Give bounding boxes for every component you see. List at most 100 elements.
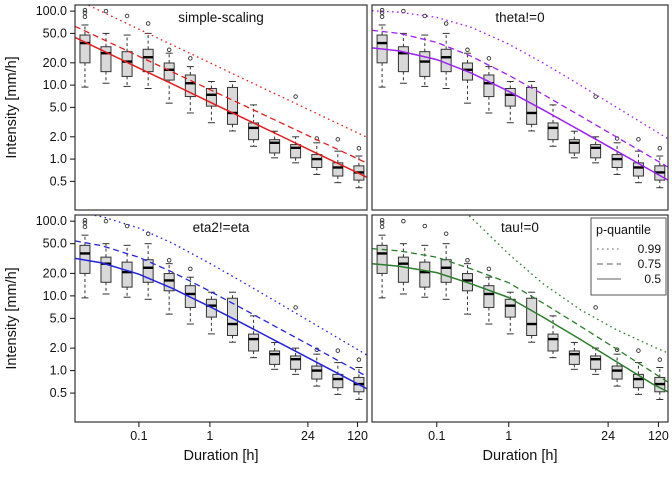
boxplot — [590, 305, 602, 375]
outlier-point — [293, 94, 298, 99]
outlier-point — [166, 257, 172, 263]
boxplot — [100, 218, 112, 295]
boxplot — [290, 94, 302, 164]
boxplot — [376, 7, 388, 88]
boxplot — [461, 257, 473, 315]
box-iqr — [163, 273, 175, 292]
boxplot — [79, 7, 91, 88]
box-iqr — [419, 51, 431, 77]
y-tick-label: 20.0 — [43, 266, 67, 280]
outlier-point — [356, 146, 362, 151]
boxplot — [226, 80, 238, 132]
panel-title: eta2!=eta — [193, 220, 250, 235]
boxplot — [526, 291, 538, 343]
y-tick-label: 100.0 — [36, 4, 67, 18]
y-tick-label: 2.0 — [50, 341, 67, 355]
y-tick-label: 0.5 — [50, 386, 67, 400]
box-iqr — [163, 62, 175, 81]
outlier-point — [335, 348, 341, 353]
y-tick-label: 100.0 — [36, 214, 67, 228]
panel-border — [371, 4, 669, 211]
outlier-point — [465, 257, 470, 263]
panel-border — [74, 214, 368, 423]
outlier-point — [82, 10, 88, 16]
box-iqr — [483, 74, 495, 98]
outlier-point — [636, 137, 641, 142]
outlier-point — [293, 305, 298, 310]
boxplot — [568, 130, 580, 159]
outlier-point — [379, 224, 385, 230]
boxplot — [611, 136, 623, 175]
boxplot — [353, 146, 365, 189]
quantile-curve-p0.5 — [372, 262, 668, 393]
quantile-curve-p0.75 — [372, 247, 668, 383]
box-iqr — [226, 297, 238, 336]
box-iqr — [226, 86, 238, 125]
y-tick-label: 10.0 — [43, 78, 67, 92]
panel-eta2!=eta — [75, 215, 367, 401]
outlier-point — [82, 7, 88, 13]
boxplot — [632, 348, 644, 395]
quantile-curve-p0.99 — [88, 215, 367, 356]
x-tick-label: 24 — [601, 429, 615, 443]
boxplot — [184, 56, 196, 114]
outlier-point — [379, 14, 385, 19]
outlier-point — [103, 218, 109, 224]
box-iqr — [376, 244, 388, 274]
box-iqr — [311, 365, 323, 380]
panel-theta!=0 — [372, 7, 668, 189]
quantile-curve-p0.5 — [75, 36, 367, 178]
outlier-point — [103, 8, 109, 14]
boxplot — [142, 21, 154, 89]
box-iqr — [547, 122, 559, 141]
boxplot — [205, 80, 217, 124]
box-iqr — [332, 373, 344, 389]
y-tick-label: 0.5 — [50, 174, 67, 188]
outlier-point — [166, 47, 172, 53]
legend-entry-label: 0.5 — [644, 272, 661, 286]
boxplot — [632, 137, 644, 184]
outlier-point — [422, 223, 428, 229]
outlier-point — [145, 21, 151, 26]
boxplot — [440, 231, 452, 300]
box-iqr — [100, 46, 112, 73]
box-iqr — [269, 139, 281, 154]
box-iqr — [483, 285, 495, 308]
boxplot — [547, 315, 559, 359]
legend: p-quantile 0.990.750.5 — [590, 217, 667, 296]
boxplot — [353, 357, 365, 401]
outlier-point — [422, 13, 428, 19]
box-iqr — [611, 154, 623, 168]
outlier-point — [379, 217, 385, 223]
panel-title: simple-scaling — [178, 10, 264, 25]
quantile-curve-p0.99 — [467, 215, 668, 354]
quantile-curve-p0.5 — [75, 257, 367, 390]
quantile-curve-p0.99 — [372, 10, 668, 140]
boxplot — [547, 104, 559, 147]
y-tick-label: 50.0 — [43, 237, 67, 251]
boxplot — [440, 21, 452, 89]
x-tick-label: 0.1 — [428, 429, 445, 443]
box-iqr — [290, 355, 302, 370]
outlier-point — [593, 305, 598, 310]
box-iqr — [547, 333, 559, 352]
outlier-point — [124, 13, 130, 19]
boxplot — [419, 13, 431, 87]
boxplot — [163, 47, 175, 104]
outlier-point — [124, 223, 130, 229]
panel-simple-scaling — [75, 5, 367, 189]
panel-tau!=0 — [372, 215, 668, 401]
legend-title: p-quantile — [596, 223, 651, 237]
y-tick-label: 5.0 — [50, 100, 67, 114]
outlier-point — [188, 56, 193, 61]
box-iqr — [611, 365, 623, 380]
boxplot — [483, 266, 495, 325]
box-iqr — [290, 144, 302, 159]
boxplot — [121, 223, 133, 298]
y-axis-title: Intensity [mm/h] — [4, 267, 20, 369]
box-iqr — [590, 355, 602, 370]
x-axis-title: Duration [h] — [483, 448, 558, 464]
box-iqr — [568, 139, 580, 154]
